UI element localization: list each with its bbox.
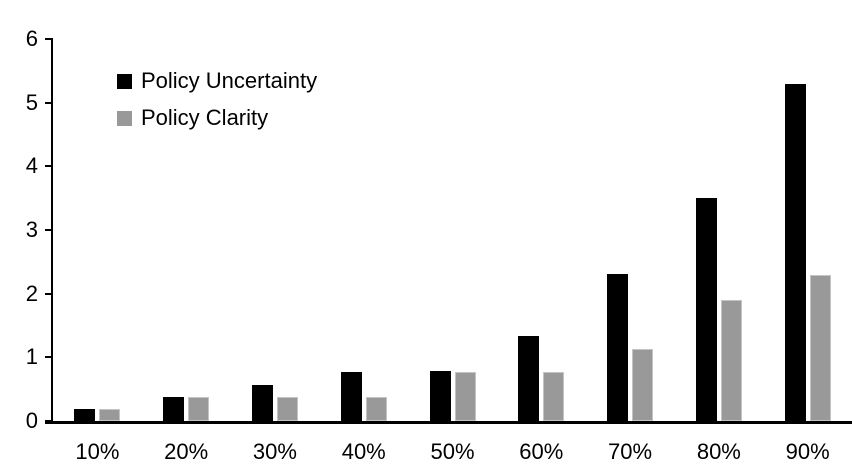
y-tick bbox=[45, 292, 53, 295]
bar-policy-clarity-10% bbox=[99, 409, 121, 421]
y-tick-label: 2 bbox=[25, 280, 38, 306]
y-tick bbox=[45, 356, 53, 359]
x-tick-label: 90% bbox=[785, 439, 830, 464]
legend-label-policy-clarity: Policy Clarity bbox=[141, 105, 269, 130]
category-group-30% bbox=[231, 39, 320, 421]
y-tick-label: 4 bbox=[25, 153, 38, 179]
bar-policy-uncertainty-30% bbox=[251, 385, 273, 421]
y-tick-label: 0 bbox=[25, 408, 38, 433]
y-tick bbox=[45, 229, 53, 231]
x-tick-label: 80% bbox=[696, 439, 741, 464]
x-tick-label: 60% bbox=[519, 439, 564, 464]
y-tick bbox=[45, 38, 53, 40]
y-tick-label: 1 bbox=[25, 344, 38, 370]
y-axis-line bbox=[51, 39, 53, 424]
category-group-50% bbox=[408, 39, 497, 421]
bar-policy-clarity-40% bbox=[365, 397, 387, 421]
bar-policy-clarity-60% bbox=[543, 372, 565, 421]
x-tick-label: 10% bbox=[75, 439, 120, 464]
y-tick bbox=[45, 420, 53, 422]
bar-policy-clarity-50% bbox=[454, 372, 476, 421]
bar-policy-uncertainty-10% bbox=[74, 409, 96, 421]
category-group-60% bbox=[497, 39, 586, 421]
y-tick bbox=[45, 165, 53, 168]
x-axis-labels: 10% 20% 30% 40% 50% 60% 70% 80% 90% bbox=[53, 439, 852, 464]
y-tick-label: 3 bbox=[25, 217, 38, 242]
category-group-90% bbox=[763, 39, 852, 421]
bar-policy-clarity-30% bbox=[276, 397, 298, 421]
plot-area bbox=[53, 39, 852, 421]
bar-policy-clarity-90% bbox=[809, 275, 831, 421]
category-group-20% bbox=[142, 39, 231, 421]
bar-policy-clarity-70% bbox=[632, 349, 654, 421]
bar-policy-uncertainty-20% bbox=[163, 397, 185, 421]
bar-policy-clarity-20% bbox=[188, 397, 210, 421]
bar-policy-uncertainty-40% bbox=[340, 372, 362, 421]
bar-policy-uncertainty-50% bbox=[429, 371, 451, 421]
legend-item-policy-clarity: Policy Clarity bbox=[117, 105, 317, 131]
bar-policy-uncertainty-80% bbox=[695, 198, 717, 421]
y-tick-label: 6 bbox=[25, 26, 38, 51]
x-axis-line bbox=[45, 421, 852, 424]
bar-policy-uncertainty-70% bbox=[607, 274, 629, 421]
legend-item-policy-uncertainty: Policy Uncertainty bbox=[117, 68, 317, 94]
bar-policy-uncertainty-60% bbox=[518, 336, 540, 421]
legend-swatch-policy-clarity bbox=[117, 110, 132, 126]
x-tick-label: 40% bbox=[341, 439, 386, 464]
legend-swatch-policy-uncertainty bbox=[117, 73, 132, 89]
legend-label-policy-uncertainty: Policy Uncertainty bbox=[141, 68, 318, 93]
bar-policy-uncertainty-90% bbox=[784, 84, 806, 421]
category-group-70% bbox=[586, 39, 675, 421]
x-tick-label: 30% bbox=[252, 439, 297, 464]
x-tick-label: 50% bbox=[430, 439, 475, 464]
y-tick bbox=[45, 101, 53, 104]
x-tick-label: 20% bbox=[164, 439, 209, 464]
category-group-80% bbox=[674, 39, 763, 421]
legend: Policy Uncertainty Policy Clarity bbox=[117, 68, 317, 131]
x-tick-label: 70% bbox=[608, 439, 653, 464]
category-group-10% bbox=[53, 39, 142, 421]
y-tick-label: 5 bbox=[25, 89, 38, 115]
category-group-40% bbox=[319, 39, 408, 421]
bar-policy-clarity-80% bbox=[720, 300, 742, 421]
